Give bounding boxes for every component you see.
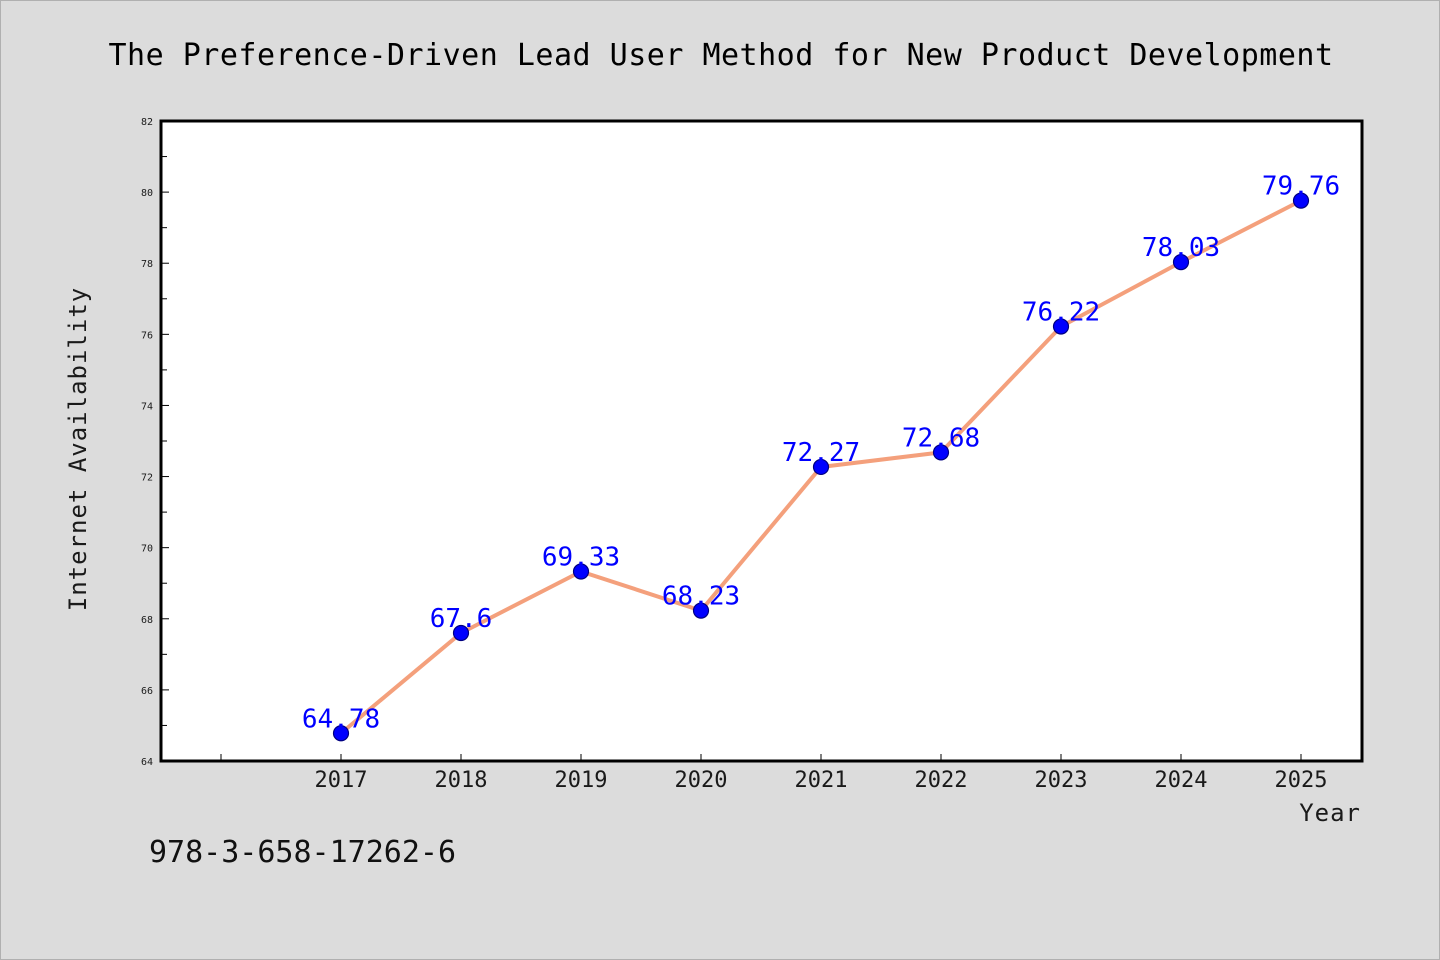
- chart-title: The Preference-Driven Lead User Method f…: [108, 38, 1333, 73]
- data-label: 68.23: [662, 582, 740, 612]
- y-tick-label: 80: [141, 188, 153, 199]
- data-point: [812, 458, 830, 476]
- data-point: [452, 624, 470, 642]
- y-tick-label: 64: [141, 757, 153, 768]
- data-point: [1052, 318, 1070, 335]
- y-axis: 64 66 68 70 72 74 76 78 80 82: [141, 117, 169, 768]
- data-labels: 64.78 67.6 69.33 68.23 72.27 72.68 76.22 78.03 7…: [302, 172, 1340, 735]
- data-label: 72.27: [782, 438, 860, 468]
- x-tick-label: 2023: [1035, 768, 1088, 793]
- y-tick-label: 68: [141, 615, 153, 626]
- y-tick-label: 72: [141, 473, 153, 484]
- x-tick-label: 2018: [435, 768, 488, 793]
- data-label: 72.68: [902, 423, 980, 453]
- x-tick-label: 2022: [915, 768, 968, 793]
- data-markers: [332, 192, 1310, 742]
- data-label: 67.6: [430, 604, 493, 634]
- data-point: [1292, 192, 1310, 209]
- data-point: [572, 563, 590, 580]
- y-tick-label: 78: [141, 259, 153, 270]
- data-point: [932, 444, 950, 461]
- x-axis-label: Year: [1299, 799, 1361, 827]
- x-tick-label: 2020: [675, 768, 728, 793]
- x-tick-label: 2017: [315, 768, 368, 793]
- x-tick-label: 2021: [795, 768, 848, 793]
- y-tick-label: 82: [141, 117, 153, 128]
- x-tick-label: 2019: [555, 768, 608, 793]
- data-label: 69.33: [542, 542, 620, 572]
- x-tick-label: 2024: [1155, 768, 1208, 793]
- data-label: 64.78: [302, 704, 380, 734]
- data-label: 79.76: [1262, 172, 1340, 202]
- y-axis-label: Internet Availability: [64, 287, 92, 611]
- isbn-annotation: 978-3-658-17262-6: [149, 835, 457, 870]
- data-label: 76.22: [1022, 298, 1100, 328]
- y-tick-label: 70: [141, 544, 153, 555]
- data-point: [1172, 254, 1190, 271]
- data-label: 78.03: [1142, 233, 1220, 263]
- plot-area: [159, 119, 1364, 763]
- x-tick-label: 2025: [1275, 768, 1328, 793]
- y-tick-label: 74: [141, 401, 153, 412]
- data-point: [692, 602, 710, 619]
- y-tick-label: 76: [141, 330, 153, 341]
- y-tick-label: 66: [141, 686, 153, 697]
- data-point: [332, 725, 350, 742]
- x-axis: 2017 2018 2019 2020 2021 2022 2023 2024 2025: [220, 754, 1328, 793]
